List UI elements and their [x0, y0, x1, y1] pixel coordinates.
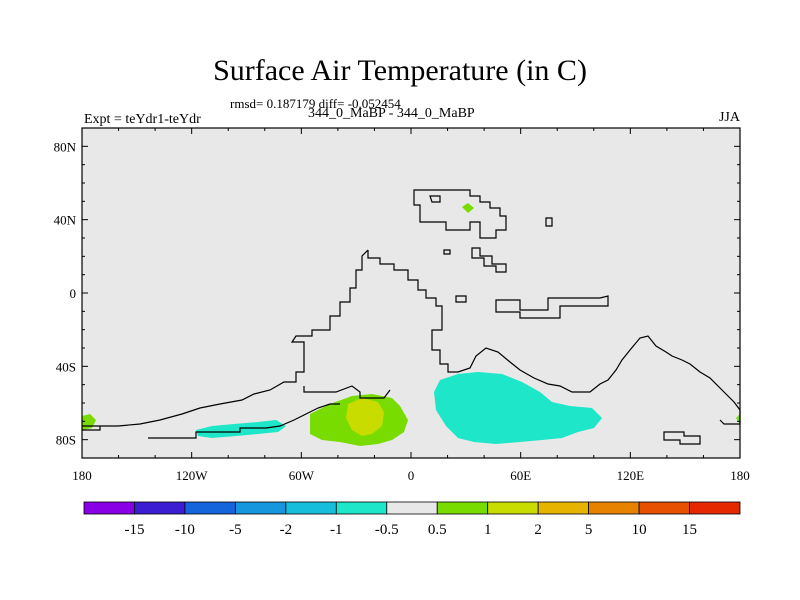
colorbar-swatch — [184, 501, 236, 515]
colorbar-swatch — [436, 501, 489, 515]
coastline-central-landmass — [367, 250, 741, 425]
coastline-west-continent — [82, 249, 369, 427]
map-title: Surface Air Temperature (in C) — [213, 54, 587, 87]
lat-tick-label: 0 — [70, 286, 77, 301]
colorbar-label: -1 — [330, 522, 343, 538]
lat-tick-label: 40S — [56, 359, 76, 374]
colorbar-label: 1 — [484, 522, 492, 538]
colorbar-swatch — [234, 501, 287, 515]
coastline-southern-shelf — [303, 385, 391, 399]
lon-tick-label: 120E — [617, 468, 645, 483]
colorbar-label: -0.5 — [375, 522, 399, 538]
stats-label: rmsd= 0.187179 diff= -0.052454 — [230, 96, 401, 111]
colorbar: -15 -10 -5 -2 -1 -0.5 0.5 1 2 5 10 15 — [83, 501, 741, 538]
colorbar-swatch — [689, 501, 741, 515]
coastline-north-island — [429, 195, 441, 203]
colorbar-label: -10 — [175, 522, 195, 538]
longitude-axis: 180 120W 60W 0 60E 120E 180 — [72, 128, 750, 483]
colorbar-label: 15 — [682, 522, 697, 538]
colorbar-swatch — [83, 501, 135, 515]
coastline-southeast-island — [663, 431, 701, 445]
coastline-equatorial-strip — [495, 295, 609, 319]
colorbar-label: 0.5 — [428, 522, 447, 538]
coastline-small-island-3 — [455, 295, 467, 303]
lon-tick-label: 60E — [510, 468, 531, 483]
lon-tick-label: 0 — [408, 468, 415, 483]
coastline-antarctic-segment — [148, 403, 340, 439]
colorbar-label: -15 — [124, 522, 144, 538]
coastline-small-island-2 — [545, 217, 553, 227]
colorbar-label: 2 — [534, 522, 542, 538]
lat-tick-label: 80N — [54, 139, 77, 154]
map-background — [82, 128, 740, 458]
lon-tick-label: 180 — [730, 468, 750, 483]
anomaly-negative-indian-ocean — [434, 372, 602, 444]
lat-tick-label: 40N — [54, 213, 77, 228]
colorbar-swatch — [386, 501, 438, 515]
colorbar-swatch — [487, 501, 539, 515]
period-label: 344_0_MaBP - 344_0_MaBP — [308, 106, 475, 121]
colorbar-label: 10 — [632, 522, 647, 538]
season-label: JJA — [718, 110, 740, 125]
anomaly-strong-positive-south-atlantic — [346, 398, 384, 436]
colorbar-swatch — [638, 501, 690, 515]
colorbar-label: -5 — [229, 522, 242, 538]
coastline-north-landmass — [413, 189, 507, 239]
map-plot-area: 80N 40N 0 40S 80S 180 120W 60W 0 60E 120E 180 — [54, 127, 750, 483]
lat-tick-label: 80S — [56, 433, 76, 448]
anomaly-positive-central-asia — [462, 203, 474, 213]
lon-tick-label: 120W — [176, 468, 209, 483]
coastline-small-island-1 — [443, 249, 451, 255]
anomaly-fields — [82, 203, 740, 446]
latitude-axis: 80N 40N 0 40S 80S — [54, 127, 740, 459]
colorbar-label: -2 — [280, 522, 293, 538]
colorbar-swatch — [537, 501, 590, 515]
colorbar-swatch — [134, 501, 186, 515]
lon-tick-label: 180 — [72, 468, 92, 483]
colorbar-swatch — [588, 501, 640, 515]
experiment-label: Expt = teYdr1-teYdr — [84, 112, 201, 127]
anomaly-negative-south-pacific — [196, 420, 286, 438]
colorbar-swatch — [285, 501, 337, 515]
colorbar-swatch — [335, 501, 388, 515]
colorbar-label: 5 — [585, 522, 593, 538]
lon-tick-label: 60W — [289, 468, 315, 483]
coastlines — [82, 189, 741, 445]
coastline-west-edge — [82, 426, 101, 431]
coastline-east-block — [471, 247, 507, 273]
